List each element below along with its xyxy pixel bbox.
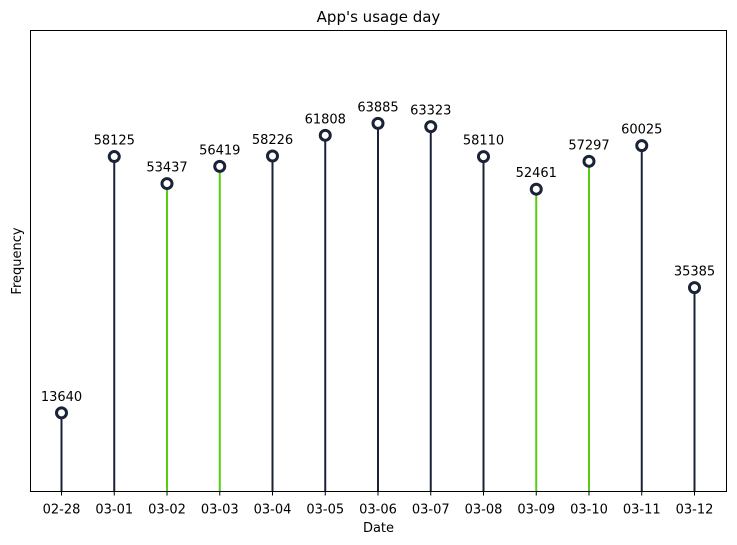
marker-02-28 bbox=[55, 406, 68, 420]
y-axis-label: Frequency bbox=[10, 227, 25, 294]
data-label-03-06: 63885 bbox=[357, 100, 398, 115]
x-tick-label-03-08: 03-08 bbox=[465, 503, 503, 518]
stems-group bbox=[60, 123, 696, 492]
marker-03-10 bbox=[582, 154, 596, 168]
marker-03-08 bbox=[477, 150, 490, 164]
data-label-03-09: 52461 bbox=[516, 166, 557, 181]
data-label-03-12: 35385 bbox=[674, 265, 715, 280]
data-label-03-10: 57297 bbox=[568, 138, 609, 153]
markers-group bbox=[55, 116, 701, 420]
marker-03-07 bbox=[424, 120, 438, 134]
x-tick-label-03-12: 03-12 bbox=[676, 503, 714, 518]
x-tick-label-03-01: 03-01 bbox=[95, 503, 133, 518]
x-tick-label-03-10: 03-10 bbox=[570, 503, 608, 518]
data-label-03-07: 63323 bbox=[410, 104, 451, 119]
marker-03-02 bbox=[160, 177, 174, 191]
x-axis-label: Date bbox=[363, 521, 394, 536]
x-tick-label-03-03: 03-03 bbox=[201, 503, 239, 518]
marker-03-11 bbox=[635, 139, 649, 153]
x-tick-label-03-02: 03-02 bbox=[148, 503, 186, 518]
x-tick-label-03-05: 03-05 bbox=[306, 503, 344, 518]
marker-03-12 bbox=[688, 281, 701, 295]
x-ticks-group: 02-28 03-01 03-02 03-03 03-04 03-05 03-06 03-07… bbox=[43, 491, 714, 518]
x-tick-label-03-04: 03-04 bbox=[254, 503, 292, 518]
data-label-03-02: 53437 bbox=[146, 161, 187, 176]
data-labels-group: 13640 58125 53437 56419 58226 61808 63885 63323… bbox=[41, 100, 715, 405]
data-label-03-11: 60025 bbox=[621, 123, 662, 138]
marker-03-06 bbox=[371, 116, 385, 130]
data-label-03-08: 58110 bbox=[463, 134, 504, 149]
chart-title: App's usage day bbox=[317, 8, 441, 26]
data-label-03-04: 58226 bbox=[252, 133, 293, 148]
data-label-02-28: 13640 bbox=[41, 390, 82, 405]
marker-03-09 bbox=[529, 182, 543, 196]
x-tick-label-03-09: 03-09 bbox=[517, 503, 555, 518]
data-label-03-05: 61808 bbox=[305, 112, 346, 127]
x-tick-label-03-07: 03-07 bbox=[412, 503, 450, 518]
data-label-03-01: 58125 bbox=[94, 134, 135, 149]
marker-03-05 bbox=[318, 128, 332, 142]
x-tick-label-03-06: 03-06 bbox=[359, 503, 397, 518]
data-label-03-03: 56419 bbox=[199, 143, 240, 158]
plot-frame bbox=[30, 30, 727, 492]
x-tick-label-02-28: 02-28 bbox=[43, 503, 81, 518]
x-tick-label-03-11: 03-11 bbox=[623, 503, 661, 518]
marker-03-01 bbox=[107, 150, 121, 164]
marker-03-04 bbox=[266, 149, 279, 163]
marker-03-03 bbox=[213, 159, 227, 173]
